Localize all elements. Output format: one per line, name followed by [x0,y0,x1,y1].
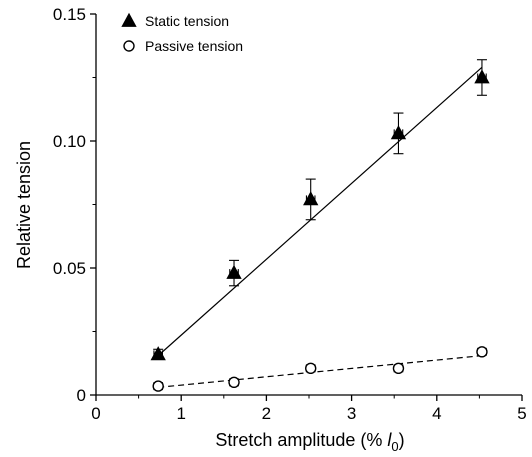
y-tick-label: 0.15 [53,5,86,24]
x-axis-label-suffix: ) [399,430,405,450]
point-passive-tension [228,376,240,388]
x-tick-label: 1 [176,404,185,423]
x-axis-label-main: Stretch amplitude (% [215,430,387,450]
ticks: 0 1 2 3 4 5 0 0.05 0.10 0.15 [53,5,527,423]
point-passive-tension [392,362,405,375]
point-static-tension [303,191,319,206]
fit-line-passive [158,355,483,388]
x-tick-label: 0 [91,404,100,423]
x-tick-label: 5 [517,404,526,423]
x-axis-label: Stretch amplitude (% l0) [215,430,404,454]
point-passive-tension [476,346,488,358]
legend-marker-static [121,12,137,27]
x-tick-label: 2 [262,404,271,423]
fit-lines [157,66,483,388]
fit-line-static [157,66,483,357]
data-points [150,59,490,392]
x-tick-label: 4 [432,404,441,423]
legend-label-passive: Passive tension [145,38,243,54]
legend-marker-passive [123,40,135,52]
y-tick-label: 0 [77,386,86,405]
point-passive-tension [152,380,164,392]
point-static-tension [474,69,490,84]
y-axis-label: Relative tension [14,141,34,269]
point-static-tension [390,125,407,140]
x-axis-label-variable: l [387,430,392,450]
legend: Static tension Passive tension [121,12,243,54]
legend-label-static: Static tension [145,13,229,29]
y-tick-label: 0.10 [53,132,86,151]
point-passive-tension [305,362,317,375]
point-static-tension [150,346,166,361]
y-tick-label: 0.05 [53,259,86,278]
point-static-tension [226,264,242,279]
x-axis-label-subscript: 0 [391,439,398,454]
x-tick-label: 3 [347,404,356,423]
